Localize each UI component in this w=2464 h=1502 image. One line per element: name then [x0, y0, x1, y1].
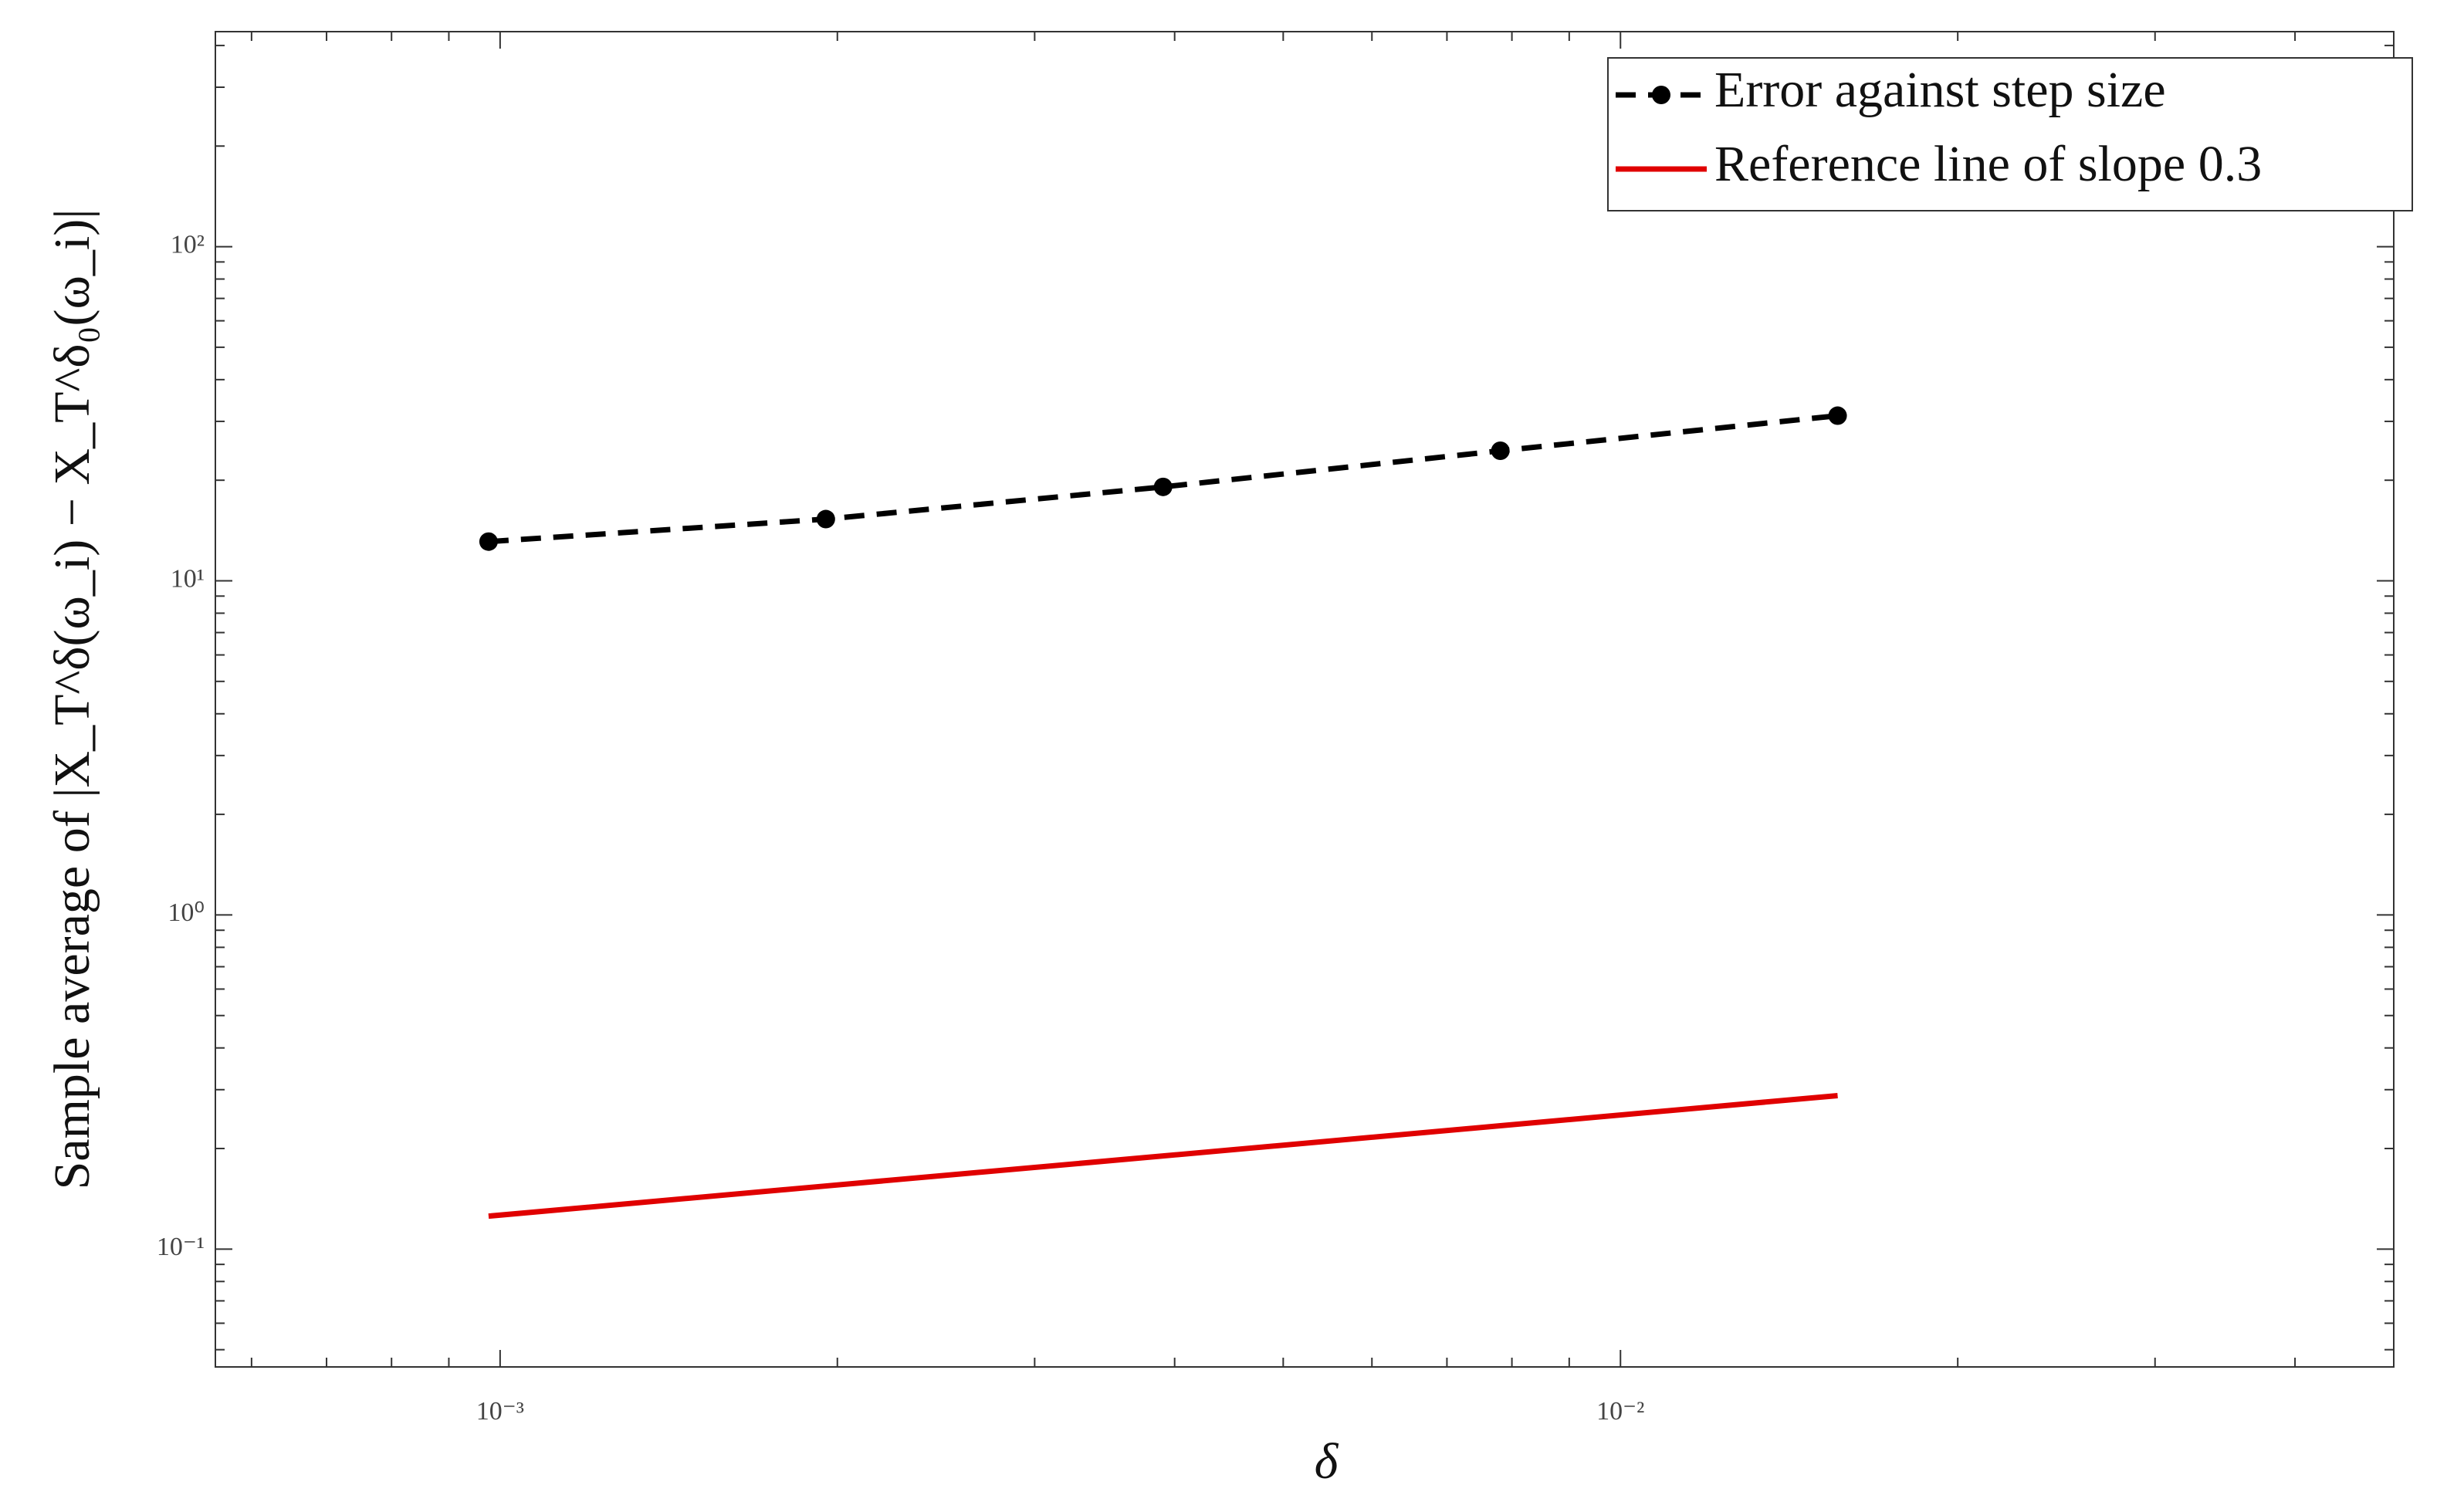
y-tick-label: 10⁰ [168, 898, 205, 927]
y-tick-label: 10¹ [171, 564, 205, 593]
legend-label: Error against step size [1714, 62, 2166, 118]
y-tick-label: 10⁻¹ [157, 1233, 205, 1261]
data-point [1491, 441, 1510, 461]
x-tick-label: 10⁻³ [476, 1397, 524, 1426]
series-line [488, 1092, 1838, 1220]
y-tick-label: 10² [171, 230, 205, 259]
data-point [816, 509, 835, 529]
data-point [479, 532, 498, 551]
x-axis-label: δ [1315, 1433, 1339, 1490]
x-tick-label: 10⁻² [1596, 1397, 1644, 1426]
legend-label: Reference line of slope 0.3 [1714, 136, 2262, 192]
data-point [1828, 406, 1847, 425]
legend-marker [1652, 86, 1670, 104]
y-axis-label: Sample average of |X_T^δ(ω_i) − X_T^δ₀(ω… [44, 209, 100, 1190]
plot-frame [215, 31, 2395, 1368]
data-point [1153, 477, 1173, 496]
legend-box [1607, 57, 2413, 211]
